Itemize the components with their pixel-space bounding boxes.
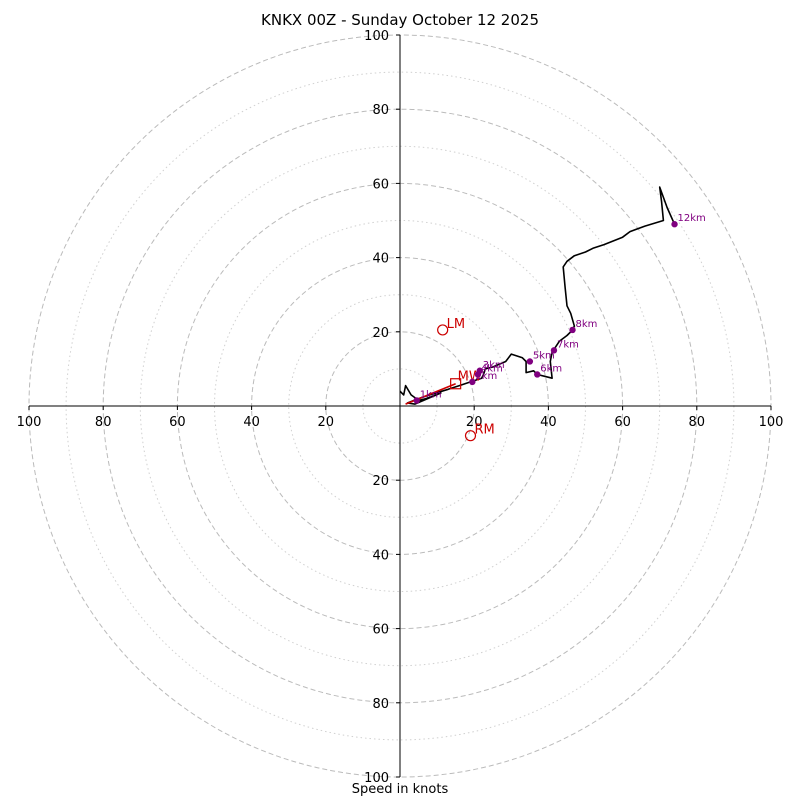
x-tick-label: 60 — [169, 415, 186, 430]
y-tick-label: 60 — [372, 177, 389, 192]
x-tick-labels: 100 80 60 40 20 20 40 60 80 100 — [17, 406, 784, 430]
left-mover-marker — [437, 324, 449, 336]
y-tick-label: 60 — [372, 623, 389, 638]
y-tick-label: 40 — [372, 252, 389, 267]
x-axis-label: Speed in knots — [351, 782, 449, 797]
height-label-4km: 4km — [481, 363, 503, 374]
height-label-3km: 3km — [483, 360, 505, 371]
y-tick-label: 100 — [364, 29, 389, 44]
height-label-2km: 2km — [475, 371, 497, 382]
height-label-1km: 1km — [420, 389, 442, 400]
height-label-6km: 6km — [540, 363, 562, 374]
axes — [29, 35, 771, 777]
height-marker-5km — [526, 358, 534, 365]
height-label-8km: 8km — [576, 319, 598, 330]
left-mover-label: LM — [447, 317, 465, 332]
right-mover-marker — [464, 430, 477, 442]
x-tick-label: 20 — [318, 415, 335, 430]
y-tick-label: 80 — [372, 103, 389, 118]
height-marker-4km — [474, 371, 482, 378]
height-marker-6km — [534, 371, 541, 378]
mean-wind-marker — [450, 378, 462, 390]
height-marker-2km — [469, 378, 476, 386]
x-tick-label: 80 — [689, 415, 706, 430]
x-tick-label: 20 — [466, 415, 483, 430]
height-label-12km: 12km — [678, 213, 706, 224]
x-tick-label: 80 — [95, 415, 112, 430]
x-tick-label: 60 — [614, 415, 631, 430]
x-tick-label: 40 — [540, 415, 557, 430]
chart-title: KNKX 00Z - Sunday October 12 2025 — [261, 11, 539, 29]
y-tick-label: 20 — [372, 474, 389, 489]
y-tick-label: 40 — [372, 548, 389, 563]
x-tick-label: 40 — [243, 415, 260, 430]
height-marker-12km — [671, 221, 678, 228]
y-tick-label: 80 — [372, 697, 389, 712]
right-mover-label: RM — [474, 423, 494, 438]
y-tick-label: 100 — [364, 771, 389, 786]
x-tick-label: 100 — [759, 415, 784, 430]
x-tick-label: 100 — [17, 415, 42, 430]
height-marker-1km — [413, 397, 420, 404]
height-label-7km: 7km — [557, 339, 579, 350]
y-tick-labels: 100 80 60 40 20 20 40 60 80 100 — [364, 29, 400, 786]
height-marker-8km — [569, 326, 576, 334]
y-tick-label: 20 — [372, 326, 389, 341]
height-marker-7km — [550, 347, 558, 354]
height-label-5km: 5km — [533, 350, 555, 361]
